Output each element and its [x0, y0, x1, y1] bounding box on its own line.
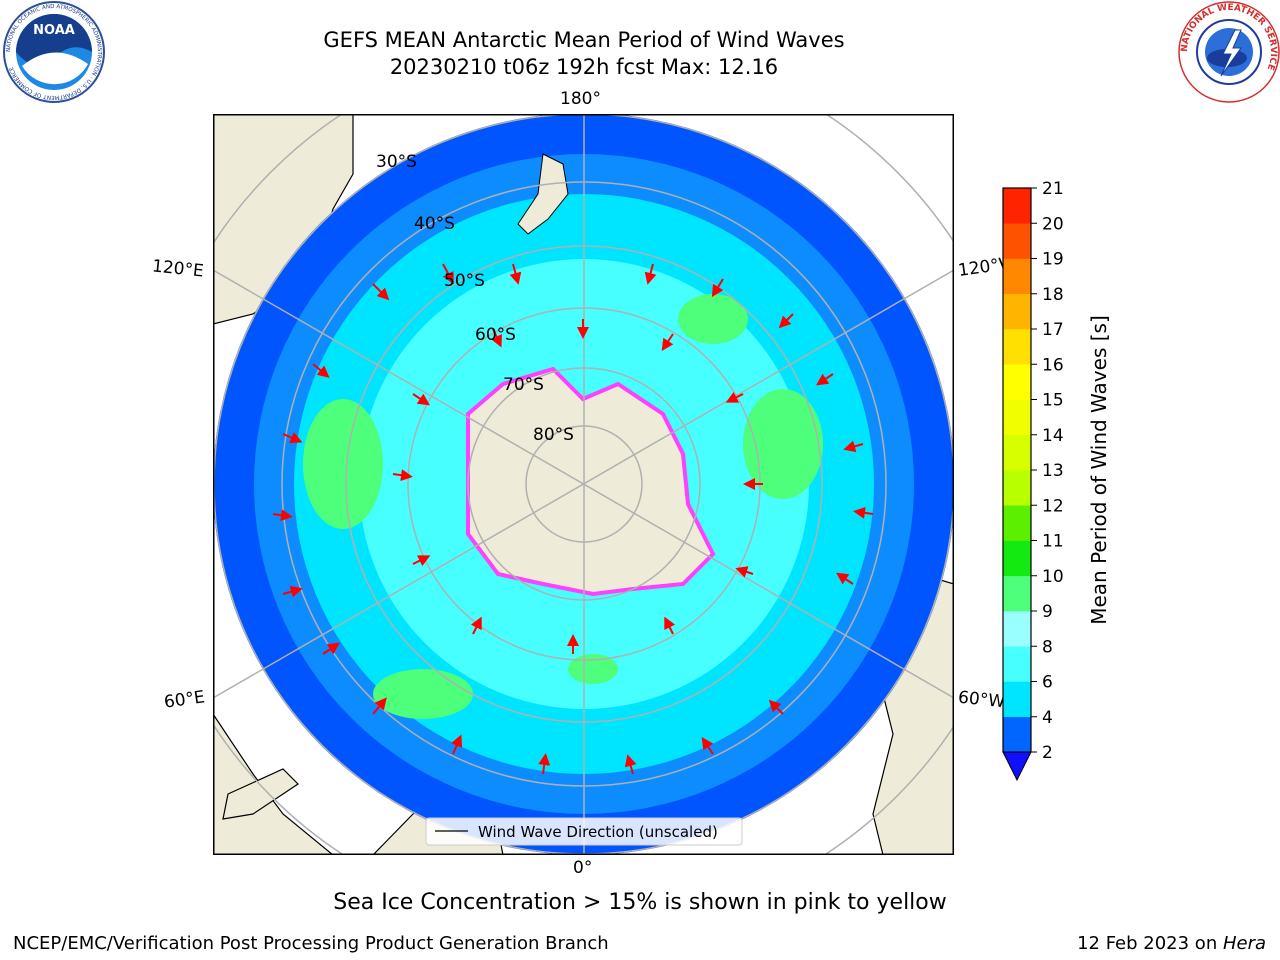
lat-label-60s: 60°S: [475, 325, 516, 345]
colorbar-bands: [1003, 188, 1031, 753]
africa-land: [213, 712, 334, 855]
wind-wave-arrows: [272, 263, 874, 775]
wave-patch-green: [303, 399, 383, 529]
colorbar-tick-label: 16: [1042, 355, 1064, 375]
colorbar-band: [1003, 223, 1031, 259]
colorbar: 2 4 6 8 9 10 11 12 13 14 15 16 17 18 19 20 21 Mean Perio…: [1002, 180, 1111, 782]
colorbar-ticks: 2 4 6 8 9 10 11 12 13 14 15 16 17 18 19 20 21: [1031, 180, 1064, 763]
colorbar-tick-label: 13: [1042, 461, 1064, 481]
footer-producer: NCEP/EMC/Verification Post Processing Pr…: [13, 933, 609, 954]
chart-subtitle-run: 20230210 t06z 192h fcst Max: 12.16: [389, 55, 779, 79]
noaa-logo-text: NOAA: [33, 23, 75, 38]
colorbar-under-triangle: [1002, 751, 1032, 782]
colorbar-band: [1003, 329, 1031, 365]
colorbar-tick-label: 4: [1042, 708, 1053, 728]
colorbar-tick-label: 12: [1042, 496, 1064, 516]
colorbar-tick-label: 15: [1042, 391, 1064, 411]
colorbar-tick-label: 8: [1042, 637, 1053, 657]
wave-patch-green: [678, 294, 748, 344]
colorbar-band: [1003, 399, 1031, 436]
lon-label-0: 0°: [573, 858, 593, 878]
lat-label-70s: 70°S: [503, 375, 544, 395]
colorbar-band: [1003, 470, 1031, 506]
colorbar-tick-label: 18: [1042, 285, 1064, 305]
lon-label-180: 180°: [560, 89, 601, 109]
colorbar-tick-label: 10: [1042, 567, 1064, 587]
lat-label-50s: 50°S: [444, 271, 485, 291]
polar-map: Wind Wave Direction (unscaled): [213, 114, 954, 855]
antarctica-land: [466, 366, 716, 597]
colorbar-band: [1003, 611, 1031, 647]
colorbar-band: [1003, 540, 1031, 577]
noaa-logo: NOAA NATIONAL OCEANIC AND ATMOSPHERIC AD…: [3, 1, 105, 103]
nws-logo: NATIONAL WEATHER SERVICE: [1178, 1, 1280, 103]
colorbar-band: [1003, 716, 1031, 753]
colorbar-tick-label: 17: [1042, 320, 1064, 340]
lat-label-30s: 30°S: [376, 152, 417, 172]
footer-machine: Hera: [1222, 933, 1266, 954]
wave-patch-green: [373, 669, 473, 719]
colorbar-label: Mean Period of Wind Waves [s]: [1087, 315, 1111, 625]
lon-label-120e: 120°E: [151, 256, 205, 282]
colorbar-tick-label: 2: [1042, 743, 1053, 763]
colorbar-band: [1003, 646, 1031, 682]
colorbar-band: [1003, 258, 1031, 295]
lat-label-40s: 40°S: [414, 214, 455, 234]
colorbar-tick-label: 6: [1042, 673, 1053, 693]
colorbar-band: [1003, 188, 1031, 224]
colorbar-tick-label: 14: [1042, 426, 1064, 446]
sea-ice-note: Sea Ice Concentration > 15% is shown in …: [333, 890, 947, 915]
colorbar-band: [1003, 575, 1031, 612]
colorbar-band: [1003, 364, 1031, 400]
wave-patch-green: [743, 389, 823, 499]
lon-label-60e: 60°E: [162, 687, 207, 713]
new-zealand-land: [517, 153, 569, 235]
colorbar-band: [1003, 505, 1031, 541]
footer-date: 12 Feb 2023 on Hera: [1077, 933, 1266, 954]
wave-patch-green: [568, 654, 618, 684]
legend-label: Wind Wave Direction (unscaled): [478, 823, 718, 841]
colorbar-tick-label: 11: [1042, 532, 1064, 552]
colorbar-tick-label: 9: [1042, 602, 1053, 622]
colorbar-band: [1003, 434, 1031, 471]
map-legend: Wind Wave Direction (unscaled): [425, 817, 743, 846]
colorbar-tick-label: 20: [1042, 214, 1064, 234]
colorbar-tick-label: 19: [1042, 250, 1064, 270]
colorbar-band: [1003, 681, 1031, 718]
chart-title: GEFS MEAN Antarctic Mean Period of Wind …: [323, 28, 845, 52]
colorbar-tick-label: 21: [1042, 180, 1064, 199]
lat-label-80s: 80°S: [533, 425, 574, 445]
colorbar-band: [1003, 293, 1031, 330]
madagascar-land: [222, 768, 299, 820]
